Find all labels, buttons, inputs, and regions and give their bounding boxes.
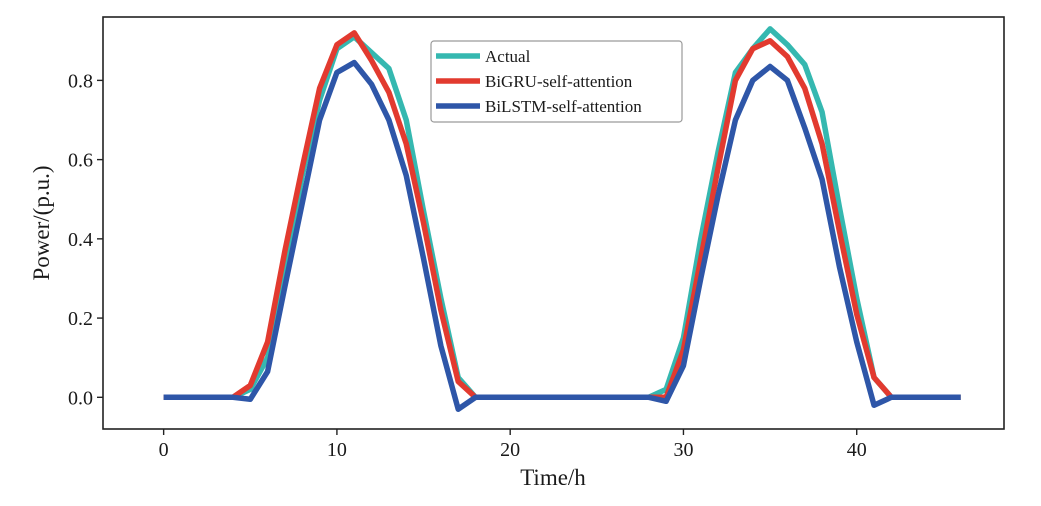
- plot-area-frame: [102, 16, 1005, 430]
- x-axis: 0 10 20 30 40: [159, 429, 867, 461]
- y-axis: 0.0 0.2 0.4 0.6 0.8: [68, 70, 103, 409]
- x-tick-label: 30: [673, 439, 693, 461]
- legend: Actual BiGRU-self-attention BiLSTM-self-at…: [430, 40, 683, 123]
- series-line-3: [163, 59, 961, 412]
- series-layer: [163, 26, 961, 412]
- x-tick-label: 0: [159, 439, 169, 461]
- legend-label-3: BiLSTM-self-attention: [485, 97, 642, 116]
- legend-label-1: Actual: [485, 47, 531, 66]
- y-tick-label: 0.8: [68, 70, 93, 92]
- legend-label-2: BiGRU-self-attention: [485, 72, 633, 91]
- legend-box: [430, 40, 683, 123]
- x-axis-title: Time/h: [520, 465, 586, 490]
- y-tick-label: 0.0: [68, 387, 93, 409]
- y-tick-label: 0.4: [68, 229, 93, 251]
- y-axis-title: Power/(p.u.): [29, 166, 54, 281]
- y-tick-label: 0.6: [68, 150, 93, 172]
- x-tick-label: 40: [847, 439, 867, 461]
- x-tick-label: 20: [500, 439, 520, 461]
- y-tick-label: 0.2: [68, 308, 93, 330]
- x-tick-label: 10: [327, 439, 347, 461]
